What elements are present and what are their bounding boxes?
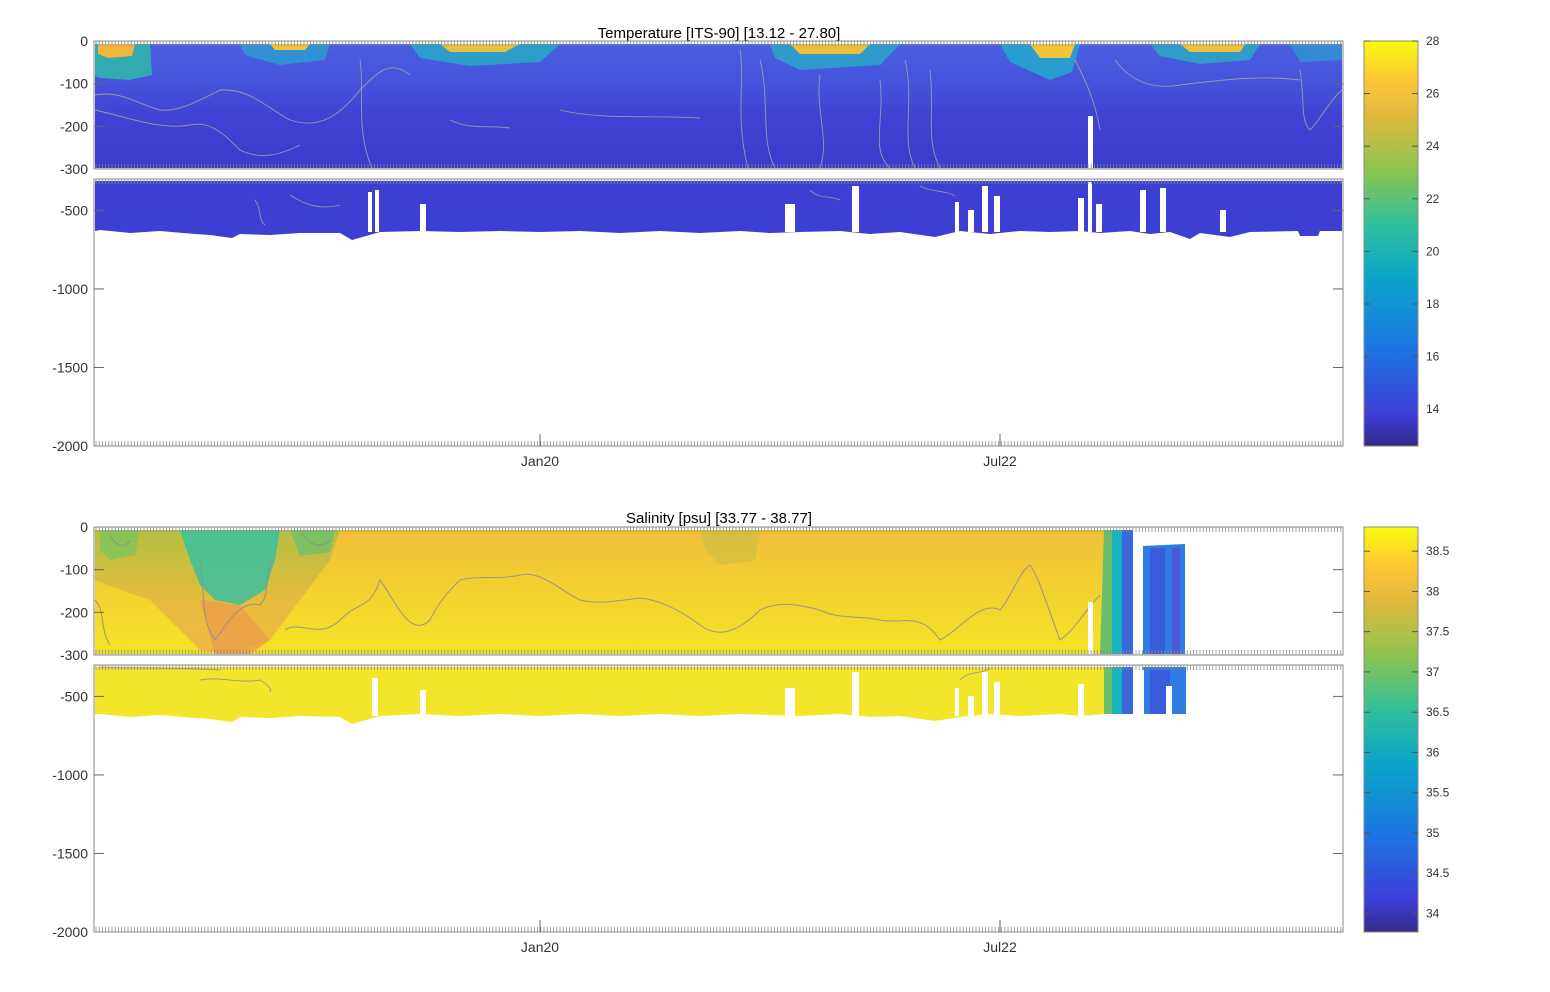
x-minor-ticks	[95, 665, 1342, 670]
colorbar-tick-label: 18	[1426, 297, 1440, 311]
x-tick-label: Jul22	[983, 453, 1017, 469]
temperature-xaxis: Jan20 Jul22	[95, 41, 1342, 469]
y-tick-label: -1500	[52, 845, 88, 861]
colorbar-tick-label: 38	[1426, 584, 1440, 598]
temperature-lower-field	[95, 181, 1342, 240]
salinity-lower-field	[95, 667, 1104, 724]
salinity-xaxis: Jan20 Jul22	[95, 527, 1342, 955]
x-tick-label: Jul22	[983, 939, 1017, 955]
salinity-yaxis: 0 -100 -200 -300 -500 -1000 -1500 -2000	[52, 519, 1343, 940]
colorbar-tick-label: 37	[1426, 665, 1440, 679]
salinity-lower-gaps	[372, 602, 1172, 716]
y-tick-label: -1000	[52, 767, 88, 783]
y-tick-label: -300	[60, 161, 88, 177]
x-minor-ticks	[95, 527, 1342, 532]
salinity-panel: Salinity [psu] [33.77 - 38.77]	[52, 510, 1449, 955]
colorbar-tick-label: 36	[1426, 745, 1440, 759]
x-minor-ticks	[95, 41, 1342, 46]
colorbar-tick-label: 28	[1426, 34, 1440, 48]
y-tick-label: -200	[60, 604, 88, 620]
colorbar-tick-label: 14	[1426, 402, 1440, 416]
colorbar-tick-label: 35.5	[1426, 786, 1450, 800]
salinity-contours	[94, 529, 1101, 646]
y-tick-label: -2000	[52, 924, 88, 940]
y-tick-label: -100	[60, 76, 88, 92]
colorbar-tick-label: 26	[1426, 87, 1440, 101]
y-tick-label: -500	[60, 688, 88, 704]
temperature-lower-gaps	[368, 116, 1226, 232]
y-tick-label: -1500	[52, 359, 88, 375]
x-minor-ticks	[95, 441, 1342, 446]
y-tick-label: -2000	[52, 438, 88, 454]
temperature-colorbar-ticks: 14 16 18 20 22 24 26 28	[1364, 34, 1440, 416]
salinity-upper-patches	[95, 530, 1185, 654]
colorbar-tick-label: 16	[1426, 350, 1440, 364]
salinity-colorbar	[1363, 526, 1419, 933]
colorbar-tick-label: 24	[1426, 139, 1440, 153]
x-minor-ticks	[95, 164, 1342, 169]
temperature-yaxis: 0 -100 -200 -300 -500 -1000 -1500 -2000	[52, 33, 1343, 454]
temperature-panel: Temperature [ITS-90] [13.12 - 27.80]	[52, 25, 1439, 469]
colorbar-tick-label: 22	[1426, 192, 1440, 206]
salinity-title: Salinity [psu] [33.77 - 38.77]	[626, 510, 812, 527]
x-tick-label: Jan20	[521, 453, 559, 469]
temperature-lower-contours	[254, 185, 956, 226]
temperature-contours	[94, 49, 1343, 169]
temperature-title: Temperature [ITS-90] [13.12 - 27.80]	[598, 25, 841, 42]
y-tick-label: -200	[60, 118, 88, 134]
colorbar-tick-label: 34	[1426, 906, 1440, 920]
colorbar-tick-label: 34.5	[1426, 866, 1450, 880]
x-tick-label: Jan20	[521, 939, 559, 955]
temperature-upper-field	[95, 44, 1342, 168]
y-tick-label: 0	[80, 519, 88, 535]
x-minor-ticks	[95, 179, 1342, 184]
salinity-lower-right	[1104, 667, 1186, 714]
x-minor-ticks	[95, 650, 1342, 655]
colorbar-tick-label: 36.5	[1426, 705, 1450, 719]
salinity-colorbar-ticks: 34 34.5 35 35.5 36 36.5 37 37.5 38 38.5	[1364, 544, 1450, 920]
temperature-colorbar	[1363, 40, 1419, 447]
colorbar-tick-label: 37.5	[1426, 625, 1450, 639]
y-tick-label: -1000	[52, 281, 88, 297]
colorbar-tick-label: 20	[1426, 244, 1440, 258]
colorbar-tick-label: 35	[1426, 826, 1440, 840]
x-minor-ticks	[95, 927, 1342, 932]
colorbar-tick-label: 38.5	[1426, 544, 1450, 558]
y-tick-label: -500	[60, 202, 88, 218]
temperature-warm-patches	[95, 44, 1342, 80]
y-tick-label: -300	[60, 647, 88, 663]
y-tick-label: -100	[60, 562, 88, 578]
y-tick-label: 0	[80, 33, 88, 49]
